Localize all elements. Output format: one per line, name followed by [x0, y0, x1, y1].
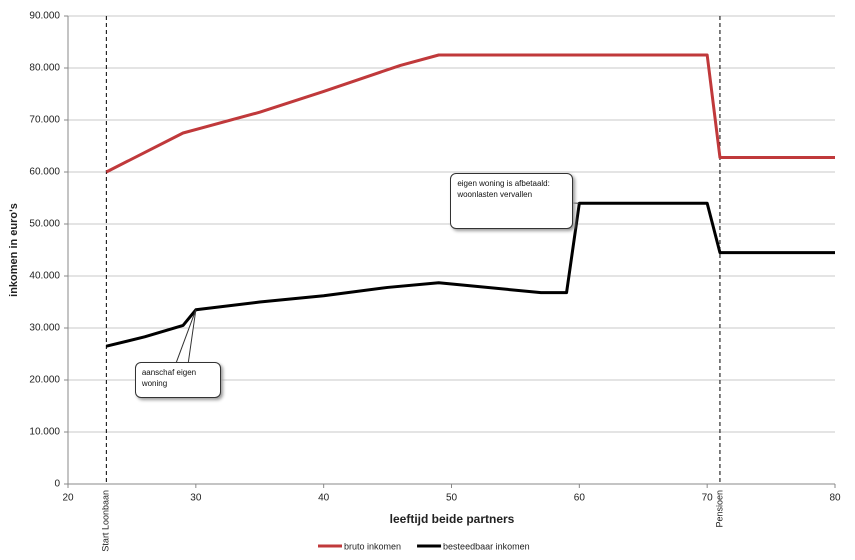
callout: eigen woning is afbetaald: woonlasten ve…	[450, 173, 574, 230]
x-tick-label: 20	[62, 493, 74, 504]
y-tick-label: 10.000	[29, 427, 60, 438]
x-axis-title: leeftijd beide partners	[390, 512, 515, 526]
y-tick-label: 60.000	[29, 167, 60, 178]
reference-label: Pensioen	[714, 490, 724, 528]
x-tick-label: 50	[446, 493, 458, 504]
legend-label: bruto inkomen	[344, 541, 401, 551]
y-tick-label: 20.000	[29, 375, 60, 386]
y-tick-label: 80.000	[29, 63, 60, 74]
x-tick-label: 60	[574, 493, 586, 504]
legend-label: besteedbaar inkomen	[443, 541, 530, 551]
x-tick-label: 70	[702, 493, 714, 504]
x-tick-label: 40	[318, 493, 330, 504]
y-tick-label: 30.000	[29, 323, 60, 334]
callout: aanschaf eigen woning	[134, 361, 221, 398]
y-tick-label: 50.000	[29, 219, 60, 230]
line	[105, 201, 835, 348]
x-tick-label: 30	[190, 493, 202, 504]
y-tick-label: 0	[54, 479, 60, 490]
y-tick-label: 70.000	[29, 115, 60, 126]
reference-label: Start Loonbaan	[101, 490, 111, 552]
y-tick-label: 90.000	[29, 11, 60, 22]
y-axis-title: inkomen in euro's	[8, 203, 20, 297]
y-tick-label: 40.000	[29, 271, 60, 282]
line	[105, 53, 835, 174]
x-tick-label: 80	[829, 493, 841, 504]
